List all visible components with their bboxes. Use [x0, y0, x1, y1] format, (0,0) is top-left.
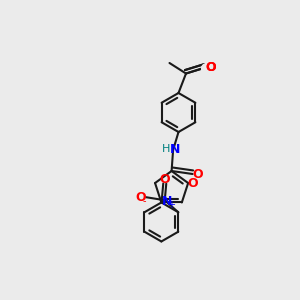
Text: O: O [193, 168, 203, 182]
Text: -: - [142, 196, 146, 206]
Text: O: O [206, 61, 216, 74]
Text: +: + [167, 200, 175, 210]
Text: O: O [159, 173, 170, 186]
Text: H: H [161, 143, 170, 154]
Text: N: N [162, 195, 172, 208]
Text: O: O [187, 176, 198, 190]
Text: O: O [206, 61, 216, 74]
Text: O: O [135, 191, 146, 204]
Text: N: N [170, 143, 181, 156]
